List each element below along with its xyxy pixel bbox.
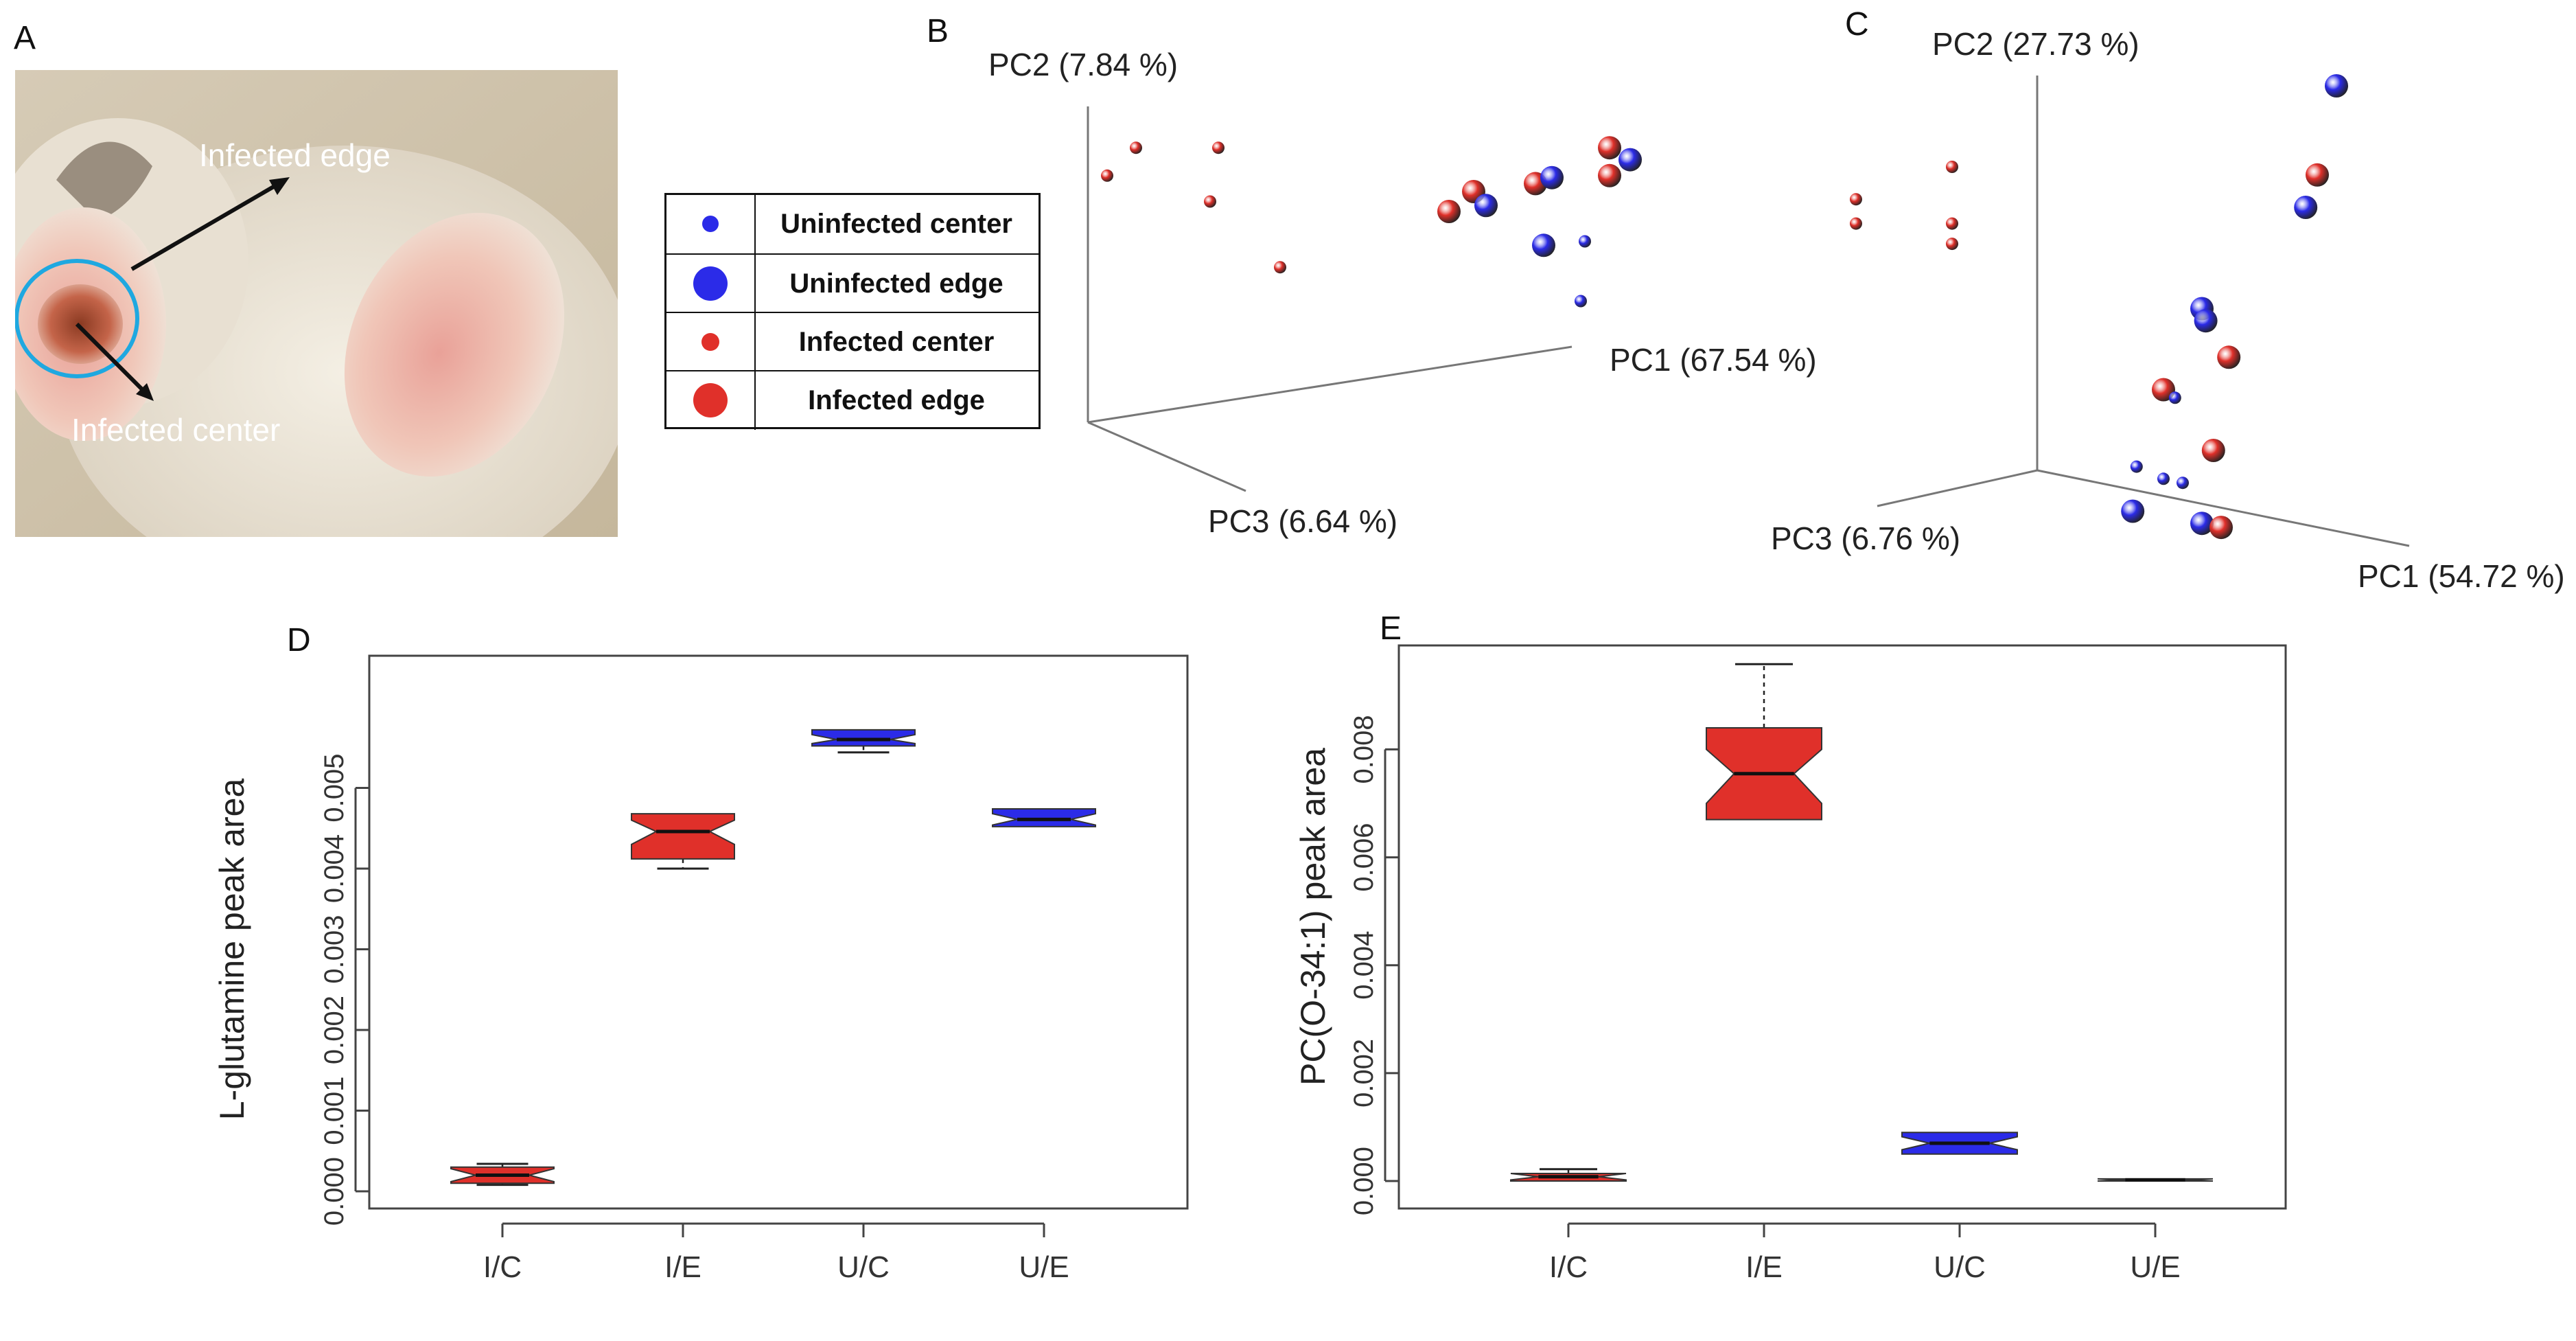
panel-label-b: B (927, 13, 949, 49)
pca-point (1101, 169, 1113, 182)
y-axis-label: L-glutamine peak area (213, 779, 251, 1121)
axis-label-pc3: PC3 (6.64 %) (1208, 503, 1397, 539)
y-tick-label: 0.001 (319, 1076, 349, 1145)
x-tick-label: I/E (1745, 1250, 1783, 1284)
lesion-circle (15, 259, 139, 378)
legend-symbol (666, 255, 756, 313)
legend-item: Uninfected center (666, 195, 1038, 253)
box-plot-e: 0.000 0.002 0.004 0.006 0.008 PC(O-34:1) peak… (1294, 644, 2287, 1284)
pca-point (1598, 163, 1621, 187)
pca-point (2217, 345, 2241, 369)
axis-label-pc3: PC3 (6.76 %) (1771, 520, 1960, 556)
axis-label-pc1: PC1 (67.54 %) (1610, 342, 1817, 378)
pca-point (2194, 309, 2218, 333)
axis-label-pc1: PC1 (54.72 %) (2358, 558, 2565, 594)
pca-point (1532, 233, 1555, 257)
pca-point (1946, 217, 1958, 230)
pca-point (2177, 477, 2189, 490)
plot-frame (368, 654, 1189, 1210)
x-tick-label: U/E (1019, 1250, 1069, 1284)
pca-point (1130, 141, 1142, 154)
y-tick-label: 0.000 (1349, 1147, 1379, 1215)
x-tick-label: I/C (483, 1250, 522, 1284)
y-tick-label: 0.004 (1349, 931, 1379, 1000)
pca-point (2168, 391, 2181, 404)
mouse-ear-photo: Infected edge Infected center (15, 70, 618, 537)
y-tick-label: 0.000 (319, 1157, 349, 1226)
pca-point (1850, 193, 1862, 206)
pca-point (1437, 200, 1461, 223)
legend-symbol (666, 371, 756, 430)
y-tick-label: 0.008 (1349, 715, 1379, 783)
legend-marker (693, 266, 728, 301)
box-plot-d: 0.000 0.001 0.002 0.003 0.004 0.005 L-glutamin… (213, 654, 1189, 1284)
pca-point (1850, 217, 1862, 230)
legend-item: Infected center (666, 312, 1038, 371)
edge-label: Infected edge (199, 137, 391, 173)
center-label: Infected center (71, 412, 280, 448)
panel-label-d: D (287, 622, 311, 658)
legend-label: Uninfected center (780, 209, 1012, 239)
pca-point (2130, 460, 2143, 473)
pca-point (1474, 194, 1498, 218)
x-tick-label: U/E (2130, 1250, 2180, 1284)
y-tick-label: 0.005 (319, 753, 349, 822)
pca-point (1946, 238, 1958, 251)
pca-point (1212, 141, 1225, 154)
pca-plot-c: PC2 (27.73 %) PC1 (54.72 %) PC3 (6.76 %) (1771, 26, 2565, 594)
pca-point (1575, 295, 1587, 308)
x-tick-label: U/C (1934, 1250, 1986, 1284)
legend: Uninfected center Uninfected edge Infect… (664, 193, 1041, 430)
axis-label-pc2: PC2 (27.73 %) (1932, 26, 2139, 62)
legend-label: Uninfected edge (789, 268, 1003, 299)
legend-label: Infected center (798, 327, 995, 357)
legend-marker (693, 383, 728, 417)
axis-label-pc2: PC2 (7.84 %) (988, 47, 1178, 82)
pca-point (2306, 163, 2329, 187)
pca-point (2157, 472, 2170, 485)
pca-plot-b: PC2 (7.84 %) PC1 (67.54 %) PC3 (6.64 %) (988, 47, 1817, 539)
y-axis-label: PC(O-34:1) peak area (1294, 748, 1332, 1086)
pca-axes (1877, 76, 2410, 547)
x-tick-label: I/E (664, 1250, 701, 1284)
pca-point (1274, 261, 1286, 274)
legend-symbol (666, 195, 756, 253)
y-tick-label: 0.006 (1349, 823, 1379, 892)
pca-point (2190, 512, 2214, 536)
pca-point (1540, 165, 1564, 190)
x-tick-label: U/C (837, 1250, 890, 1284)
right-ear (344, 212, 565, 477)
panel-label-c: C (1845, 6, 1869, 43)
pca-point (1204, 195, 1216, 208)
photo-illustration: Infected edge Infected center (15, 70, 618, 537)
y-tick-label: 0.004 (319, 834, 349, 903)
pca-point (1946, 161, 1958, 173)
pca-point (1618, 148, 1642, 172)
legend-symbol (666, 313, 756, 371)
legend-label: Infected edge (808, 385, 985, 415)
pca-point (2325, 74, 2348, 98)
pca-point (1598, 136, 1621, 160)
edge-arrow (130, 181, 281, 271)
pca-point (2121, 499, 2145, 523)
y-tick-label: 0.003 (319, 915, 349, 983)
legend-marker (701, 333, 719, 351)
x-tick-label: I/C (1549, 1250, 1588, 1284)
legend-marker (702, 216, 719, 232)
panel-label-e: E (1380, 610, 1402, 647)
pca-point (1579, 235, 1591, 248)
box-i-e (631, 813, 735, 860)
center-arrow (75, 322, 148, 395)
pca-point (2209, 516, 2233, 540)
y-tick-label: 0.002 (319, 996, 349, 1064)
y-tick-label: 0.002 (1349, 1039, 1379, 1108)
plot-frame (1397, 644, 2287, 1210)
panel-label-a: A (14, 20, 36, 56)
pca-point (2294, 196, 2318, 219)
lesion (38, 284, 123, 364)
pca-point (2201, 439, 2225, 462)
legend-item: Infected edge (666, 370, 1038, 430)
pca-axes (1087, 106, 1573, 492)
legend-item: Uninfected edge (666, 253, 1038, 313)
